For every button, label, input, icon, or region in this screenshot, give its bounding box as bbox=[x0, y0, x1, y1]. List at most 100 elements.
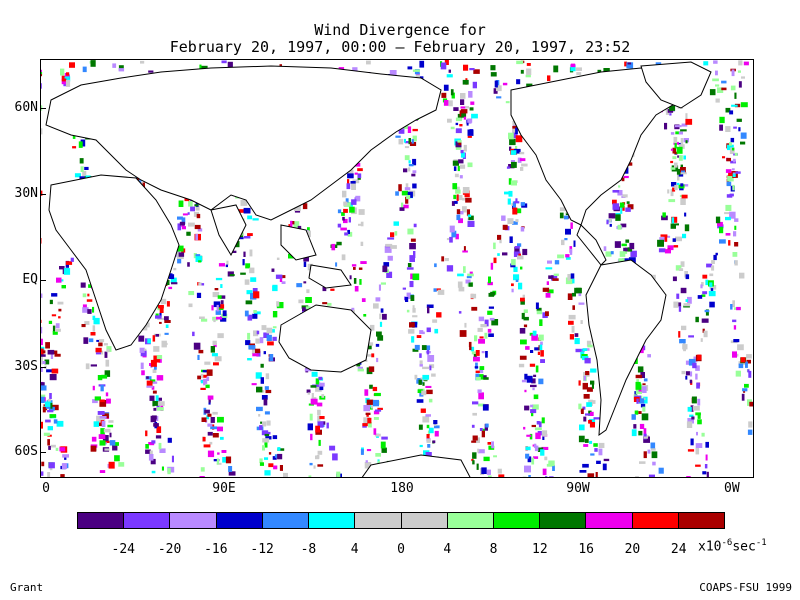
swath-pixel bbox=[216, 316, 223, 320]
swath-pixel bbox=[509, 146, 512, 151]
swath-pixel bbox=[282, 275, 286, 279]
swath-pixel bbox=[268, 452, 272, 455]
swath-pixel bbox=[456, 194, 459, 201]
swath-pixel bbox=[188, 303, 193, 308]
swath-pixel bbox=[510, 160, 515, 163]
swath-pixel bbox=[696, 382, 700, 389]
swath-pixel bbox=[674, 151, 678, 155]
swath-pixel bbox=[457, 211, 464, 215]
swath-pixel bbox=[414, 374, 418, 380]
swath-pixel bbox=[187, 212, 190, 215]
swath-pixel bbox=[598, 448, 603, 456]
swath-pixel bbox=[670, 167, 676, 170]
swath-pixel bbox=[526, 434, 532, 437]
swath-pixel bbox=[196, 292, 202, 298]
swath-pixel bbox=[510, 263, 516, 268]
swath-pixel bbox=[342, 190, 347, 198]
swath-pixel bbox=[197, 228, 203, 232]
swath-pixel bbox=[721, 87, 727, 91]
swath-pixel bbox=[540, 341, 543, 346]
swath-pixel bbox=[467, 220, 475, 227]
swath-pixel bbox=[456, 214, 461, 221]
swath-pixel bbox=[41, 471, 44, 476]
swath-pixel bbox=[351, 199, 357, 205]
swath-pixel bbox=[61, 463, 67, 470]
swath-pixel bbox=[737, 344, 744, 351]
swath-pixel bbox=[589, 418, 596, 424]
swath-pixel bbox=[658, 467, 664, 474]
swath-pixel bbox=[668, 199, 676, 203]
swath-pixel bbox=[195, 255, 203, 262]
swath-pixel bbox=[493, 257, 497, 264]
swath-pixel bbox=[480, 324, 487, 328]
swath-pixel bbox=[352, 309, 355, 313]
swath-pixel bbox=[542, 287, 550, 292]
swath-pixel bbox=[689, 371, 693, 377]
swath-pixel bbox=[55, 323, 60, 329]
swath-pixel bbox=[305, 230, 311, 238]
swath-pixel bbox=[103, 343, 108, 346]
swath-pixel bbox=[652, 461, 656, 466]
swath-pixel bbox=[673, 136, 678, 144]
swath-pixel bbox=[498, 474, 505, 477]
swath-pixel bbox=[307, 423, 313, 431]
swath-pixel bbox=[92, 399, 98, 404]
swath-pixel bbox=[381, 436, 388, 440]
swath-pixel bbox=[80, 139, 86, 147]
swath-pixel bbox=[717, 224, 724, 229]
swath-pixel bbox=[271, 268, 275, 272]
swath-pixel bbox=[41, 71, 43, 76]
swath-pixel bbox=[261, 395, 268, 400]
swath-pixel bbox=[426, 304, 434, 308]
swath-pixel bbox=[355, 195, 361, 202]
swath-pixel bbox=[481, 467, 487, 474]
swath-pixel bbox=[564, 238, 568, 241]
swath-pixel bbox=[578, 380, 581, 386]
swath-pixel bbox=[418, 379, 422, 385]
swath-pixel bbox=[514, 201, 520, 204]
swath-pixel bbox=[394, 231, 398, 236]
swath-pixel bbox=[734, 260, 738, 266]
swath-pixel bbox=[552, 278, 559, 281]
swath-pixel bbox=[476, 463, 479, 470]
swath-pixel bbox=[593, 417, 600, 420]
swath-pixel bbox=[104, 351, 108, 358]
swath-pixel bbox=[52, 331, 58, 335]
swath-pixel bbox=[685, 118, 693, 125]
swath-pixel bbox=[41, 396, 45, 403]
swath-pixel bbox=[478, 316, 485, 322]
colorbar-swatch bbox=[309, 513, 356, 528]
swath-pixel bbox=[186, 231, 191, 236]
swath-pixel bbox=[56, 277, 62, 283]
swath-pixel bbox=[687, 296, 692, 304]
swath-pixel bbox=[682, 233, 687, 239]
swath-pixel bbox=[728, 240, 731, 246]
swath-pixel bbox=[70, 257, 74, 262]
swath-pixel bbox=[317, 421, 324, 428]
swath-pixel bbox=[565, 277, 573, 285]
swath-pixel bbox=[306, 289, 310, 294]
swath-pixel bbox=[579, 477, 586, 478]
swath-pixel bbox=[94, 396, 101, 401]
swath-pixel bbox=[247, 233, 253, 236]
swath-pixel bbox=[375, 297, 381, 302]
swath-pixel bbox=[732, 351, 737, 358]
swath-pixel bbox=[303, 261, 307, 267]
swath-pixel bbox=[523, 426, 526, 430]
swath-pixel bbox=[197, 354, 200, 360]
swath-pixel bbox=[701, 318, 709, 323]
swath-pixel bbox=[551, 275, 558, 281]
swath-pixel bbox=[371, 353, 375, 358]
swath-pixel bbox=[539, 344, 543, 351]
swath-pixel bbox=[612, 190, 620, 193]
swath-pixel bbox=[643, 378, 648, 382]
swath-pixel bbox=[514, 246, 520, 249]
swath-pixel bbox=[486, 469, 491, 475]
swath-pixel bbox=[421, 390, 427, 396]
swath-pixel bbox=[670, 189, 674, 197]
swath-pixel bbox=[393, 221, 399, 226]
swath-pixel bbox=[150, 415, 157, 423]
swath-pixel bbox=[570, 63, 576, 66]
swath-pixel bbox=[627, 247, 633, 252]
swath-pixel bbox=[261, 325, 267, 331]
